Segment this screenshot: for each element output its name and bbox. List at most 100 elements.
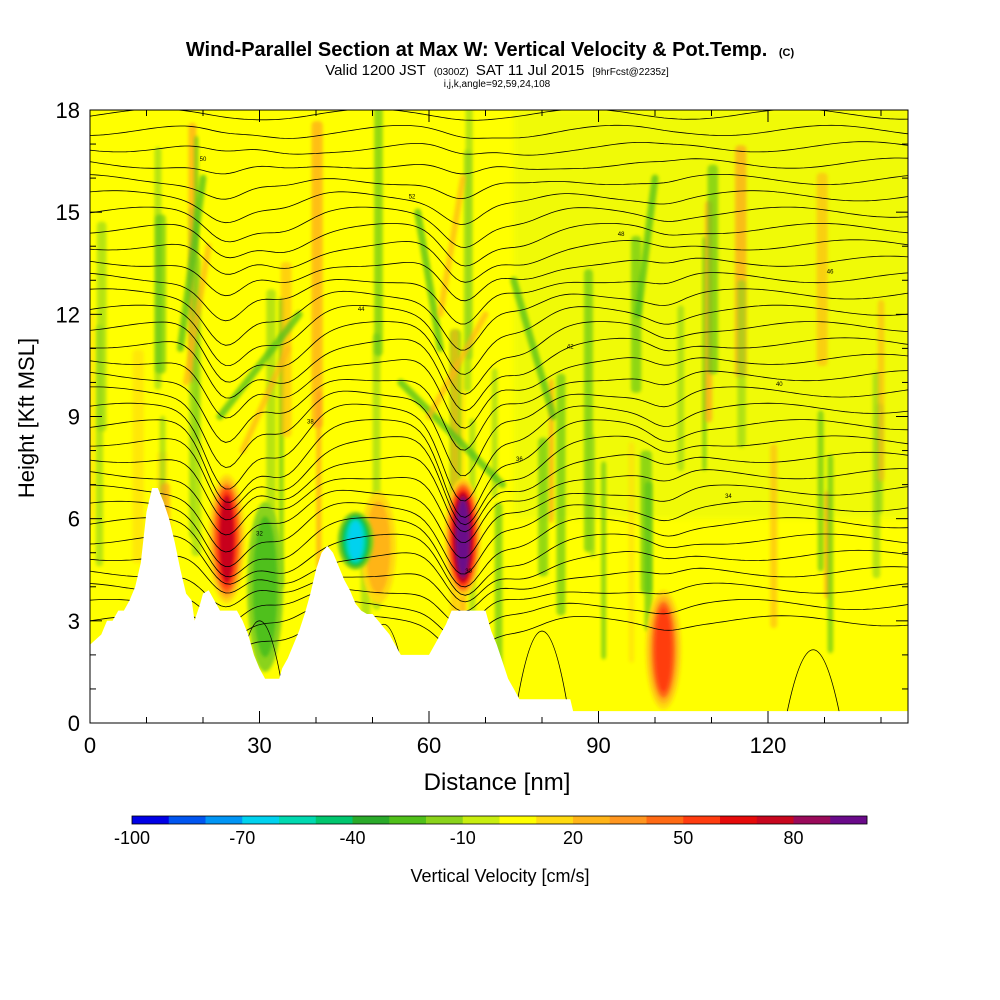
field-streak — [538, 437, 549, 577]
updraft-core — [365, 501, 391, 595]
colorbar-swatch — [646, 816, 684, 824]
theta-contour-label: 50 — [200, 157, 207, 163]
downdraft-core — [252, 516, 278, 658]
colorbar-tick-label: -100 — [114, 828, 150, 848]
theta-contour — [90, 566, 908, 612]
x-tick-label: 30 — [247, 733, 271, 758]
theta-contour — [90, 451, 908, 533]
theta-contour-label: 40 — [776, 382, 783, 388]
theta-contour — [784, 649, 842, 723]
theta-contour — [90, 386, 908, 477]
field-slant-band — [239, 345, 291, 454]
field-streak — [589, 435, 596, 559]
theta-contour-label: 34 — [725, 494, 732, 500]
field-slant-band — [437, 175, 466, 318]
colorbar-tick-label: -70 — [229, 828, 255, 848]
y-tick-label: 15 — [56, 200, 80, 225]
y-tick-label: 0 — [68, 711, 80, 736]
theta-contour-label: 46 — [827, 269, 834, 275]
colorbar-swatch — [132, 816, 170, 824]
svg-text:Wind-Parallel Section at Max W: Wind-Parallel Section at Max W: Vertical… — [186, 39, 795, 61]
subsubtitle: i,j,k,angle=92,59,24,108 — [444, 79, 551, 90]
theta-contour — [90, 402, 908, 502]
colorbar-swatch — [426, 816, 464, 824]
field-slant-band — [634, 174, 659, 318]
field-streak — [465, 110, 473, 360]
velocity-field — [90, 110, 908, 710]
field-streak — [644, 481, 653, 632]
field-streak — [556, 373, 566, 616]
terrain — [90, 488, 908, 723]
theta-contour — [90, 304, 908, 375]
field-streak — [132, 349, 144, 564]
theta-contour-label: 48 — [618, 232, 625, 238]
theta-contour — [90, 93, 908, 103]
colorbar-tick-label: -10 — [450, 828, 476, 848]
chart-title: Wind-Parallel Section at Max W: Vertical… — [186, 39, 767, 61]
field-streak — [816, 172, 828, 367]
theta-contour — [90, 370, 908, 451]
field-streak — [628, 441, 635, 663]
field-streak — [877, 299, 885, 482]
theta-contour — [90, 533, 908, 596]
theta-contour-label: 36 — [516, 457, 523, 463]
field-slant-band — [176, 174, 207, 352]
theta-contour — [90, 288, 908, 351]
colorbar-tick-label: 50 — [673, 828, 693, 848]
colorbar-swatch — [609, 816, 647, 824]
field-streak — [827, 454, 834, 654]
theta-contour — [90, 353, 908, 429]
updraft-core — [655, 607, 672, 692]
theta-contour — [90, 141, 908, 156]
colorbar-frame — [131, 815, 868, 825]
y-axis-label: Height [Kft MSL] — [14, 338, 39, 498]
x-axis-label: Distance [nm] — [424, 769, 571, 796]
colorbar-swatch — [242, 816, 280, 824]
colorbar-tick-label: 80 — [783, 828, 803, 848]
theta-contour-label: 52 — [409, 195, 416, 201]
subtitle-valid: Valid 1200 JST — [325, 62, 425, 79]
colorbar-swatch — [462, 816, 500, 824]
y-tick-label: 9 — [68, 405, 80, 430]
theta-contour-label: 32 — [256, 532, 263, 538]
field-slant-band — [414, 208, 444, 352]
y-tick-label: 3 — [68, 609, 80, 634]
field-slant-band — [183, 243, 212, 386]
field-streak — [311, 121, 323, 428]
theta-contour — [90, 337, 908, 412]
colorbar-swatch — [720, 816, 758, 824]
theta-contour — [90, 255, 908, 302]
theta-contour — [90, 124, 908, 139]
field-streak — [155, 214, 166, 374]
theta-contour — [90, 174, 908, 200]
y-tick-label: 6 — [68, 507, 80, 532]
x-tick-label: 60 — [417, 733, 441, 758]
theta-contour — [90, 517, 908, 588]
theta-contour — [90, 206, 908, 248]
field-streak — [90, 311, 95, 524]
colorbar-swatch — [205, 816, 243, 824]
colorbar-tick-label: -40 — [339, 828, 365, 848]
colorbar-swatch — [389, 816, 427, 824]
y-tick-label: 12 — [56, 302, 80, 327]
colorbar-swatch — [683, 816, 721, 824]
colorbar-swatch — [279, 816, 317, 824]
downdraft-core — [348, 521, 363, 561]
y-tick-label: 18 — [56, 98, 80, 123]
colorbar-swatch — [352, 816, 390, 824]
x-tick-label: 0 — [84, 733, 96, 758]
theta-contour — [90, 419, 908, 518]
theta-contour — [90, 321, 908, 395]
subtitle-forecast: [9hrFcst@2235z] — [592, 67, 669, 78]
field-streak — [737, 279, 746, 448]
field-streak — [817, 410, 824, 572]
colorbar-swatch — [499, 816, 537, 824]
theta-contour — [90, 190, 908, 225]
theta-contour-label: 30 — [465, 569, 472, 575]
theta-contour — [90, 484, 908, 559]
theta-contour — [90, 272, 908, 325]
colorbar: -100 -70 -40 -10 20 50 80 — [114, 815, 868, 848]
